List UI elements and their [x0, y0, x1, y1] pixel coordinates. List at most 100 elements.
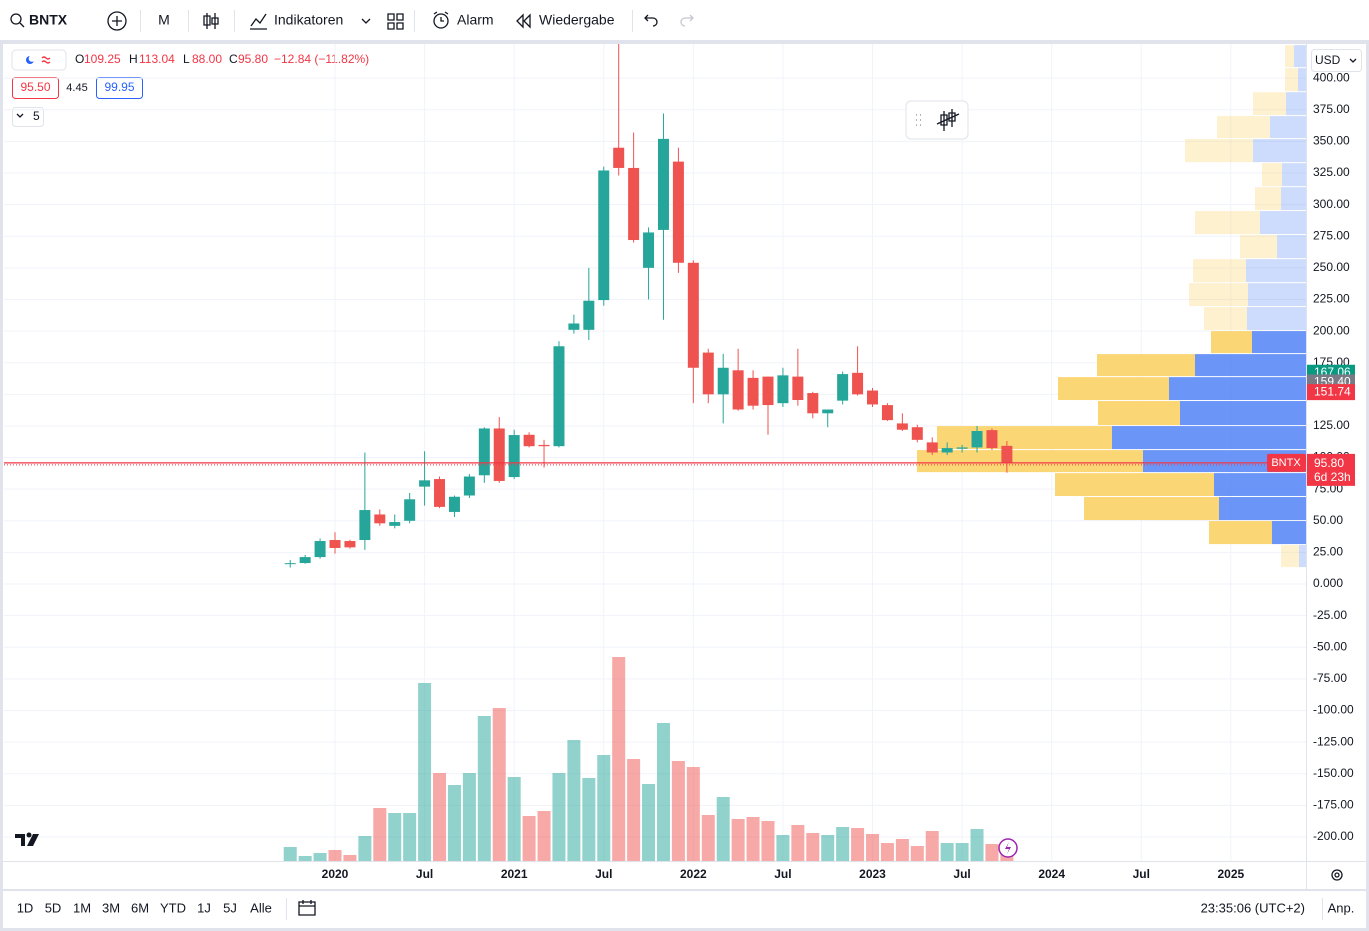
volume-bar — [970, 829, 984, 861]
symbol[interactable]: BNTX — [29, 12, 68, 28]
volume-bar — [851, 828, 865, 861]
layout-icon[interactable] — [387, 13, 404, 30]
candle-body — [359, 510, 371, 541]
range-button[interactable]: YTD — [160, 900, 186, 915]
range-button[interactable]: 6M — [131, 900, 149, 915]
last-price-value: 95.80 — [1314, 456, 1344, 470]
undo-icon[interactable] — [644, 14, 658, 27]
bid-box[interactable] — [12, 77, 59, 99]
session-icon-cut — [28, 55, 36, 62]
settings-icon[interactable] — [1331, 869, 1343, 881]
volume-bar — [686, 767, 700, 861]
volume-bar — [313, 853, 327, 861]
legend-icons-box[interactable] — [11, 49, 67, 71]
candle-body — [926, 442, 938, 453]
level-badge — [1307, 384, 1355, 401]
candle-body — [1001, 445, 1013, 463]
bid-value: 95.50 — [20, 80, 50, 94]
candle-body — [284, 563, 296, 565]
candle-body — [538, 444, 550, 447]
ask-box[interactable] — [96, 77, 143, 99]
search-icon[interactable] — [10, 13, 22, 25]
volume-bar — [642, 784, 656, 861]
profile-up — [1253, 139, 1306, 163]
candle-body — [628, 167, 640, 241]
profile-down — [1240, 235, 1277, 259]
alert-icon[interactable] — [433, 13, 449, 29]
profile-up — [1112, 426, 1306, 450]
x-tick-label: Jul — [595, 867, 612, 881]
close-label: C — [229, 52, 238, 66]
range-button[interactable]: 1M — [73, 900, 91, 915]
candle-body — [598, 170, 610, 301]
profile-down — [1193, 259, 1246, 283]
profile-down — [1209, 521, 1272, 545]
volume-bar — [866, 834, 880, 861]
y-tick-label: -50.00 — [1313, 639, 1347, 653]
date-range-icon[interactable] — [298, 900, 316, 916]
range-button[interactable]: 1D — [17, 900, 34, 915]
profile-down — [1285, 68, 1298, 92]
range-button[interactable]: 1J — [197, 900, 211, 915]
interval[interactable]: M — [158, 12, 170, 28]
candle-body — [837, 374, 849, 401]
volume-bar — [343, 855, 357, 861]
profile-down — [917, 450, 1143, 473]
candle-body — [896, 423, 908, 430]
candle-body — [523, 434, 535, 447]
candle-body — [419, 480, 431, 487]
alert-button[interactable]: Alarm — [457, 12, 494, 28]
indicators-button[interactable]: Indikatoren — [274, 12, 343, 28]
range-button[interactable]: 3M — [102, 900, 120, 915]
range-button[interactable]: 5D — [45, 900, 62, 915]
volume-bar — [433, 773, 447, 861]
y-tick-label: 350.00 — [1313, 134, 1350, 148]
legend: O 109.25 H 113.04 L 88.00 C 95.80 −12.84… — [11, 49, 369, 127]
profile-down — [1084, 497, 1219, 521]
floating-tool-icon[interactable] — [936, 109, 960, 131]
indicators-icon[interactable] — [250, 13, 267, 30]
volume-bar — [298, 856, 312, 861]
profile-up — [1169, 377, 1306, 401]
indicators-toggle[interactable] — [12, 107, 44, 127]
profile-up — [1286, 92, 1306, 116]
chart-type-icon[interactable] — [203, 13, 219, 29]
y-tick-label: -150.00 — [1313, 766, 1354, 780]
indicator-count: 5 — [33, 109, 40, 123]
profile-down — [1253, 92, 1286, 116]
high-label: H — [129, 52, 138, 66]
floating-toolbar[interactable] — [905, 100, 969, 140]
candle-body — [792, 376, 804, 401]
range-button[interactable]: 5J — [223, 900, 237, 915]
profile-up — [1214, 473, 1306, 497]
add-symbol-icon[interactable] — [107, 11, 127, 31]
scale-toggle[interactable]: Anp. — [1328, 900, 1355, 915]
replay-icon[interactable] — [516, 13, 531, 29]
volume-bar — [597, 755, 611, 861]
y-tick-label: 375.00 — [1313, 102, 1350, 116]
spread-value: 4.45 — [66, 82, 87, 94]
candle-body — [702, 352, 714, 395]
y-tick-label: -100.00 — [1313, 703, 1354, 717]
volume-bar — [283, 847, 297, 861]
candle-body — [672, 161, 684, 263]
indicators-menu[interactable] — [361, 18, 371, 24]
volume-bar — [462, 773, 476, 861]
logo[interactable] — [15, 834, 39, 846]
currency-box[interactable] — [1311, 49, 1362, 72]
y-tick-label: -175.00 — [1313, 798, 1354, 812]
candle-body — [867, 390, 879, 405]
currency[interactable]: USD — [1315, 53, 1341, 67]
profile-down — [1195, 211, 1260, 235]
last-price-symbol-badge — [1267, 453, 1306, 472]
range-button[interactable]: Alle — [250, 900, 272, 915]
replay-button[interactable]: Wiedergabe — [539, 12, 615, 28]
x-tick-label: Jul — [953, 867, 970, 881]
open-label: O — [75, 52, 84, 66]
volume-bar — [567, 740, 581, 861]
volume-bar — [791, 825, 805, 861]
y-tick-label: 50.00 — [1313, 513, 1343, 527]
volume-bar — [985, 844, 999, 861]
redo-icon[interactable] — [680, 14, 694, 27]
candle-body — [911, 427, 923, 440]
